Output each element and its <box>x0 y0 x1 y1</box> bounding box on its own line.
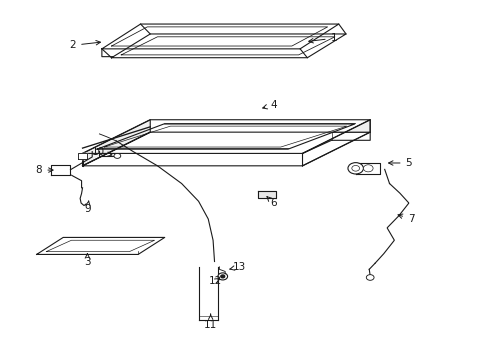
Text: 11: 11 <box>203 314 217 330</box>
Circle shape <box>351 166 359 171</box>
Polygon shape <box>78 153 87 159</box>
Text: 8: 8 <box>36 165 53 175</box>
Circle shape <box>114 153 121 158</box>
Text: 13: 13 <box>229 262 246 272</box>
Text: 5: 5 <box>388 158 411 168</box>
Text: 10: 10 <box>92 147 112 157</box>
Text: 2: 2 <box>69 40 100 50</box>
Polygon shape <box>51 165 70 175</box>
Text: 12: 12 <box>208 276 222 286</box>
Circle shape <box>347 163 363 174</box>
Polygon shape <box>102 24 338 49</box>
Polygon shape <box>302 120 369 166</box>
Polygon shape <box>258 192 275 198</box>
Text: 4: 4 <box>262 100 276 110</box>
Circle shape <box>366 275 373 280</box>
Polygon shape <box>82 120 150 166</box>
Circle shape <box>221 275 224 278</box>
Polygon shape <box>111 34 346 58</box>
Text: 1: 1 <box>308 33 337 43</box>
Polygon shape <box>355 163 379 174</box>
Circle shape <box>218 273 227 280</box>
Polygon shape <box>82 120 369 153</box>
Circle shape <box>363 165 372 172</box>
Text: 9: 9 <box>84 201 90 214</box>
Text: 7: 7 <box>397 214 414 224</box>
Polygon shape <box>82 132 369 166</box>
Text: 6: 6 <box>266 197 276 208</box>
Text: 3: 3 <box>84 254 90 267</box>
Polygon shape <box>37 238 164 255</box>
